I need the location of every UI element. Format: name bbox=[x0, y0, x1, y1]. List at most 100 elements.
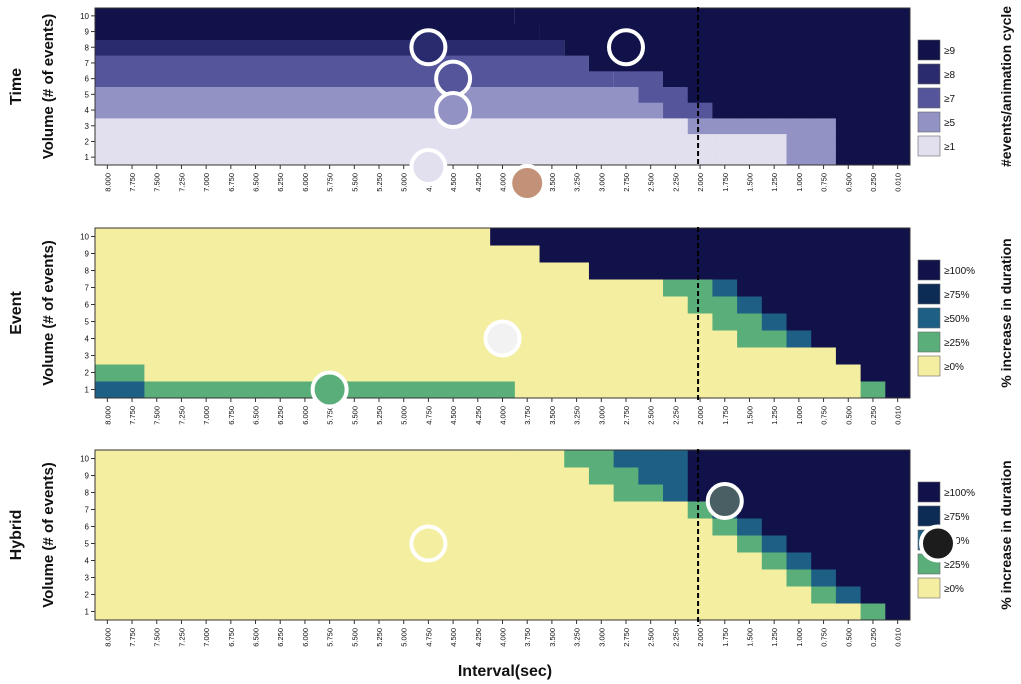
heatmap-cell bbox=[218, 484, 244, 502]
y-tick-label: 2 bbox=[85, 591, 90, 600]
heatmap-cell bbox=[811, 569, 837, 587]
heatmap-cell bbox=[712, 364, 738, 382]
heatmap-cell bbox=[613, 70, 639, 87]
data-marker bbox=[508, 164, 547, 202]
heatmap-cell bbox=[465, 450, 491, 468]
heatmap-cell bbox=[95, 262, 121, 280]
legend-label: ≥8 bbox=[944, 70, 955, 81]
heatmap-cell bbox=[144, 569, 170, 587]
heatmap-cell bbox=[712, 330, 738, 348]
heatmap-cell bbox=[218, 501, 244, 519]
x-tick-label: 7.750 bbox=[128, 406, 137, 425]
x-tick-label: 1.000 bbox=[795, 628, 804, 647]
heatmap-cell bbox=[737, 245, 763, 263]
y-tick-label: 7 bbox=[85, 284, 90, 293]
heatmap-cell bbox=[539, 484, 565, 502]
heatmap-cell bbox=[638, 55, 664, 72]
heatmap-cell bbox=[416, 450, 442, 468]
heatmap-cell bbox=[514, 279, 541, 297]
heatmap-row-band bbox=[95, 133, 713, 150]
heatmap-cell bbox=[687, 296, 713, 314]
heatmap-cell bbox=[885, 70, 911, 87]
heatmap-cell bbox=[811, 501, 837, 519]
heatmap-cell bbox=[95, 484, 121, 502]
heatmap-cell bbox=[95, 586, 121, 604]
heatmap-cell bbox=[613, 262, 639, 280]
heatmap-cell bbox=[341, 450, 368, 468]
heatmap-cell bbox=[811, 149, 837, 166]
heatmap-cell bbox=[514, 313, 541, 331]
heatmap-cell bbox=[564, 467, 590, 485]
heatmap-cell bbox=[218, 450, 244, 468]
heatmap-cell bbox=[391, 296, 417, 314]
heatmap-cell bbox=[539, 381, 565, 399]
heatmap-cell bbox=[267, 569, 294, 587]
heatmap-cell bbox=[588, 262, 615, 280]
heatmap-cell bbox=[366, 586, 392, 604]
heatmap-cell bbox=[465, 518, 491, 536]
heatmap-cell bbox=[613, 347, 639, 365]
heatmap-cell bbox=[811, 313, 837, 331]
heatmap-cell bbox=[811, 552, 837, 570]
heatmap-cell bbox=[144, 296, 170, 314]
heatmap-cell bbox=[243, 228, 269, 246]
heatmap-cell bbox=[440, 262, 466, 280]
heatmap-cell bbox=[761, 117, 788, 135]
heatmap-cell bbox=[860, 86, 886, 103]
x-tick-label: 6.000 bbox=[301, 406, 310, 425]
heatmap-cell bbox=[737, 279, 763, 297]
heatmap-cell bbox=[243, 262, 269, 280]
heatmap-cell bbox=[391, 586, 417, 604]
heatmap-cell bbox=[490, 450, 516, 468]
heatmap-cell bbox=[193, 313, 219, 331]
x-tick-label: 8.000 bbox=[103, 173, 112, 192]
y-axis-label: Volume (# of events) bbox=[40, 240, 57, 386]
heatmap-cell bbox=[663, 586, 689, 604]
heatmap-cell bbox=[169, 586, 195, 604]
heatmap-cell bbox=[440, 552, 466, 570]
heatmap-cell bbox=[712, 149, 738, 166]
heatmap-cell bbox=[292, 296, 318, 314]
heatmap-cell bbox=[440, 501, 466, 519]
heatmap-cell bbox=[341, 518, 368, 536]
heatmap-cell bbox=[243, 330, 269, 348]
heatmap-row-band bbox=[95, 8, 515, 25]
heatmap-cell bbox=[663, 552, 689, 570]
heatmap-cell bbox=[860, 296, 886, 314]
heatmap-cell bbox=[687, 313, 713, 331]
heatmap-cell bbox=[786, 8, 812, 25]
heatmap-cell bbox=[391, 364, 417, 382]
heatmap-cell bbox=[169, 296, 195, 314]
heatmap-cell bbox=[687, 569, 713, 587]
heatmap-cell bbox=[712, 102, 738, 119]
heatmap-cell bbox=[638, 586, 664, 604]
y-tick-label: 5 bbox=[85, 90, 90, 99]
heatmap-cell bbox=[588, 296, 615, 314]
heatmap-cell bbox=[243, 245, 269, 263]
x-tick-label: 7.250 bbox=[177, 628, 186, 647]
heatmap-cell bbox=[687, 381, 713, 399]
heatmap-cell bbox=[218, 586, 244, 604]
heatmap-cell bbox=[835, 501, 862, 519]
heatmap-cell bbox=[663, 347, 689, 365]
heatmap-cell bbox=[366, 603, 392, 621]
heatmap-cell bbox=[737, 552, 763, 570]
heatmap-cell bbox=[169, 228, 195, 246]
x-tick-label: 5.000 bbox=[400, 173, 409, 192]
heatmap-cell bbox=[267, 313, 294, 331]
x-tick-label: 6.250 bbox=[276, 173, 285, 192]
heatmap-cell bbox=[613, 467, 639, 485]
heatmap-cell bbox=[119, 518, 145, 536]
legend-label: ≥0% bbox=[944, 584, 964, 595]
heatmap-cell bbox=[539, 467, 565, 485]
legend-swatch bbox=[917, 307, 941, 329]
heatmap-cell bbox=[193, 245, 219, 263]
heatmap-cell bbox=[193, 501, 219, 519]
heatmap-cell bbox=[885, 117, 911, 135]
legend-swatch bbox=[917, 87, 941, 109]
heatmap-cell bbox=[119, 228, 145, 246]
heatmap-cell bbox=[761, 133, 788, 150]
heatmap-cell bbox=[588, 586, 615, 604]
y-tick-label: 2 bbox=[85, 137, 90, 146]
y-tick-label: 10 bbox=[80, 233, 89, 242]
